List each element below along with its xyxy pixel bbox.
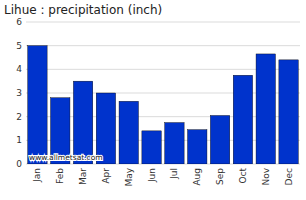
x-tick-label: Oct (238, 168, 248, 184)
title: Lihue : precipitation (inch) (4, 3, 162, 17)
x-tick-label: Jul (169, 168, 179, 180)
y-tick-label: 0 (16, 159, 22, 169)
bar (188, 130, 207, 164)
bar (73, 81, 92, 164)
x-tick-label: Feb (55, 168, 65, 184)
chart: Lihue : precipitation (inch) 0 1 2 3 4 5 6 Jan Fe… (0, 0, 306, 200)
x-tick-label: Mar (78, 168, 88, 185)
grid-line (26, 45, 300, 46)
bars (28, 46, 299, 164)
bar (210, 115, 229, 164)
y-tick-label: 1 (16, 135, 22, 145)
bar (279, 60, 298, 164)
watermark: www.allmetsat.com (29, 153, 103, 162)
bar (28, 46, 47, 164)
x-tick-label: Aug (192, 168, 202, 186)
bar (233, 75, 252, 164)
bar (165, 123, 184, 164)
grid (26, 22, 300, 164)
y-tick-label: 5 (16, 41, 22, 51)
y-tick-label: 4 (16, 64, 22, 74)
bar (119, 101, 138, 164)
y-tick-label: 6 (16, 17, 22, 27)
x-tick-label: Jun (147, 168, 157, 183)
bar (142, 131, 161, 164)
x-tick-label: Jan (32, 168, 42, 183)
x-tick-label: Apr (101, 168, 111, 184)
bar (256, 54, 275, 164)
x-tick-label: Dec (284, 168, 294, 185)
x-tick-label: May (124, 167, 134, 186)
y-tick-label: 3 (16, 88, 22, 98)
y-tick-label: 2 (16, 112, 22, 122)
x-tick-label: Sep (215, 168, 225, 185)
grid-line (26, 22, 300, 23)
x-tick-label: Nov (261, 167, 271, 185)
